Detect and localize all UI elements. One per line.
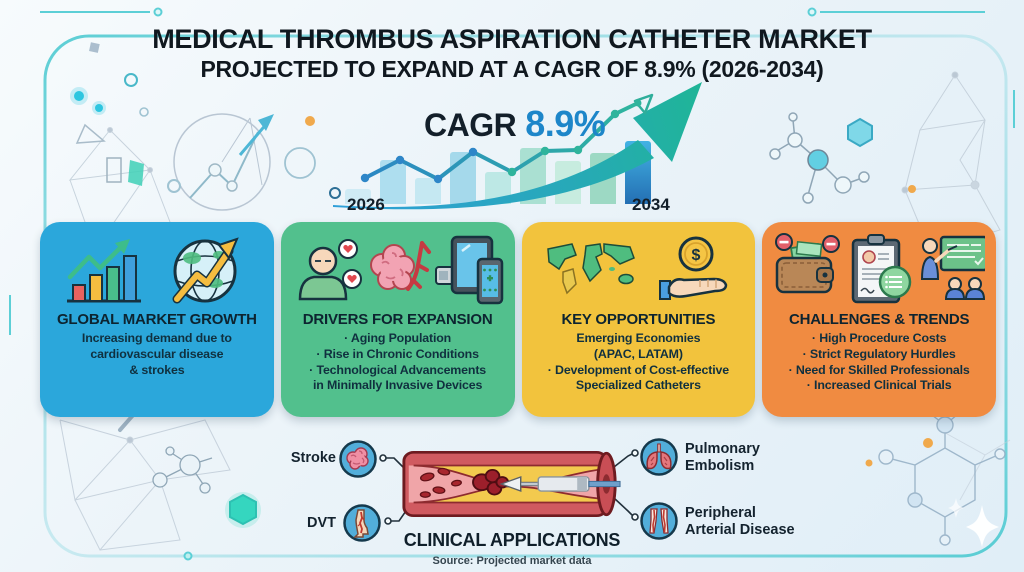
medical-devices-icon bbox=[434, 235, 503, 305]
card-title: KEY OPPORTUNITIES bbox=[561, 311, 716, 328]
card-global-market-growth: GLOBAL MARKET GROWTH Increasing demand d… bbox=[40, 222, 274, 417]
clinical-applications-title: CLINICAL APPLICATIONS bbox=[403, 530, 621, 550]
card-body: Increasing demand due to cardiovascular … bbox=[81, 331, 232, 377]
brain-icon bbox=[338, 439, 378, 479]
card-drivers-for-expansion: DRIVERS FOR EXPANSION · Aging Population… bbox=[280, 222, 515, 417]
card-title: GLOBAL MARKET GROWTH bbox=[56, 311, 257, 328]
training-board-icon bbox=[921, 235, 986, 300]
card-body: · High Procedure Costs · Strict Regulato… bbox=[788, 331, 970, 393]
cagr-value: 8.9% bbox=[525, 103, 606, 144]
card2-icons bbox=[292, 231, 504, 309]
cagr-text: CAGR bbox=[424, 107, 517, 143]
main-title-line1: MEDICAL THROMBUS ASPIRATION CATHETER MAR… bbox=[152, 24, 872, 54]
card-challenges-trends: CHALLENGES & TRENDS · High Procedure Cos… bbox=[762, 222, 996, 417]
growth-bar-chart-icon bbox=[66, 239, 141, 303]
cagr-label: CAGR 8.9% bbox=[424, 103, 606, 145]
info-cards: GLOBAL MARKET GROWTH Increasing demand d… bbox=[40, 222, 996, 417]
card-body: Emerging Economies (APAC, LATAM) · Devel… bbox=[547, 331, 729, 393]
chart-end-year: 2034 bbox=[632, 195, 670, 214]
card3-icons: $ bbox=[538, 231, 738, 309]
brain-artery-icon bbox=[369, 241, 431, 291]
label-pulmonary-embolism: Pulmonary Embolism bbox=[685, 441, 760, 474]
hand-coin-icon: $ bbox=[659, 236, 728, 300]
lungs-icon bbox=[639, 437, 679, 477]
card4-icons bbox=[773, 231, 986, 309]
card1-icons bbox=[59, 231, 255, 309]
world-map-icon bbox=[547, 243, 636, 295]
aging-population-icon bbox=[298, 239, 362, 301]
source-note: Source: Projected market data bbox=[432, 555, 592, 567]
main-title-line2: PROJECTED TO EXPAND AT A CAGR OF 8.9% (2… bbox=[200, 56, 824, 82]
card-title: DRIVERS FOR EXPANSION bbox=[302, 311, 493, 328]
chart-start-year: 2026 bbox=[347, 195, 385, 214]
svg-text:$: $ bbox=[692, 247, 701, 264]
clipboard-regulation-icon bbox=[851, 234, 912, 304]
card-body: · Aging Population · Rise in Chronic Con… bbox=[309, 331, 487, 393]
wallet-cost-icon bbox=[775, 233, 841, 294]
globe-growth-icon bbox=[172, 237, 239, 304]
vessel-catheter-illustration bbox=[400, 447, 622, 526]
label-stroke: Stroke bbox=[290, 450, 336, 466]
card-title: CHALLENGES & TRENDS bbox=[788, 311, 970, 328]
card-key-opportunities: $ KEY OPPORTUNITIES Emerging Economies (… bbox=[521, 222, 756, 417]
